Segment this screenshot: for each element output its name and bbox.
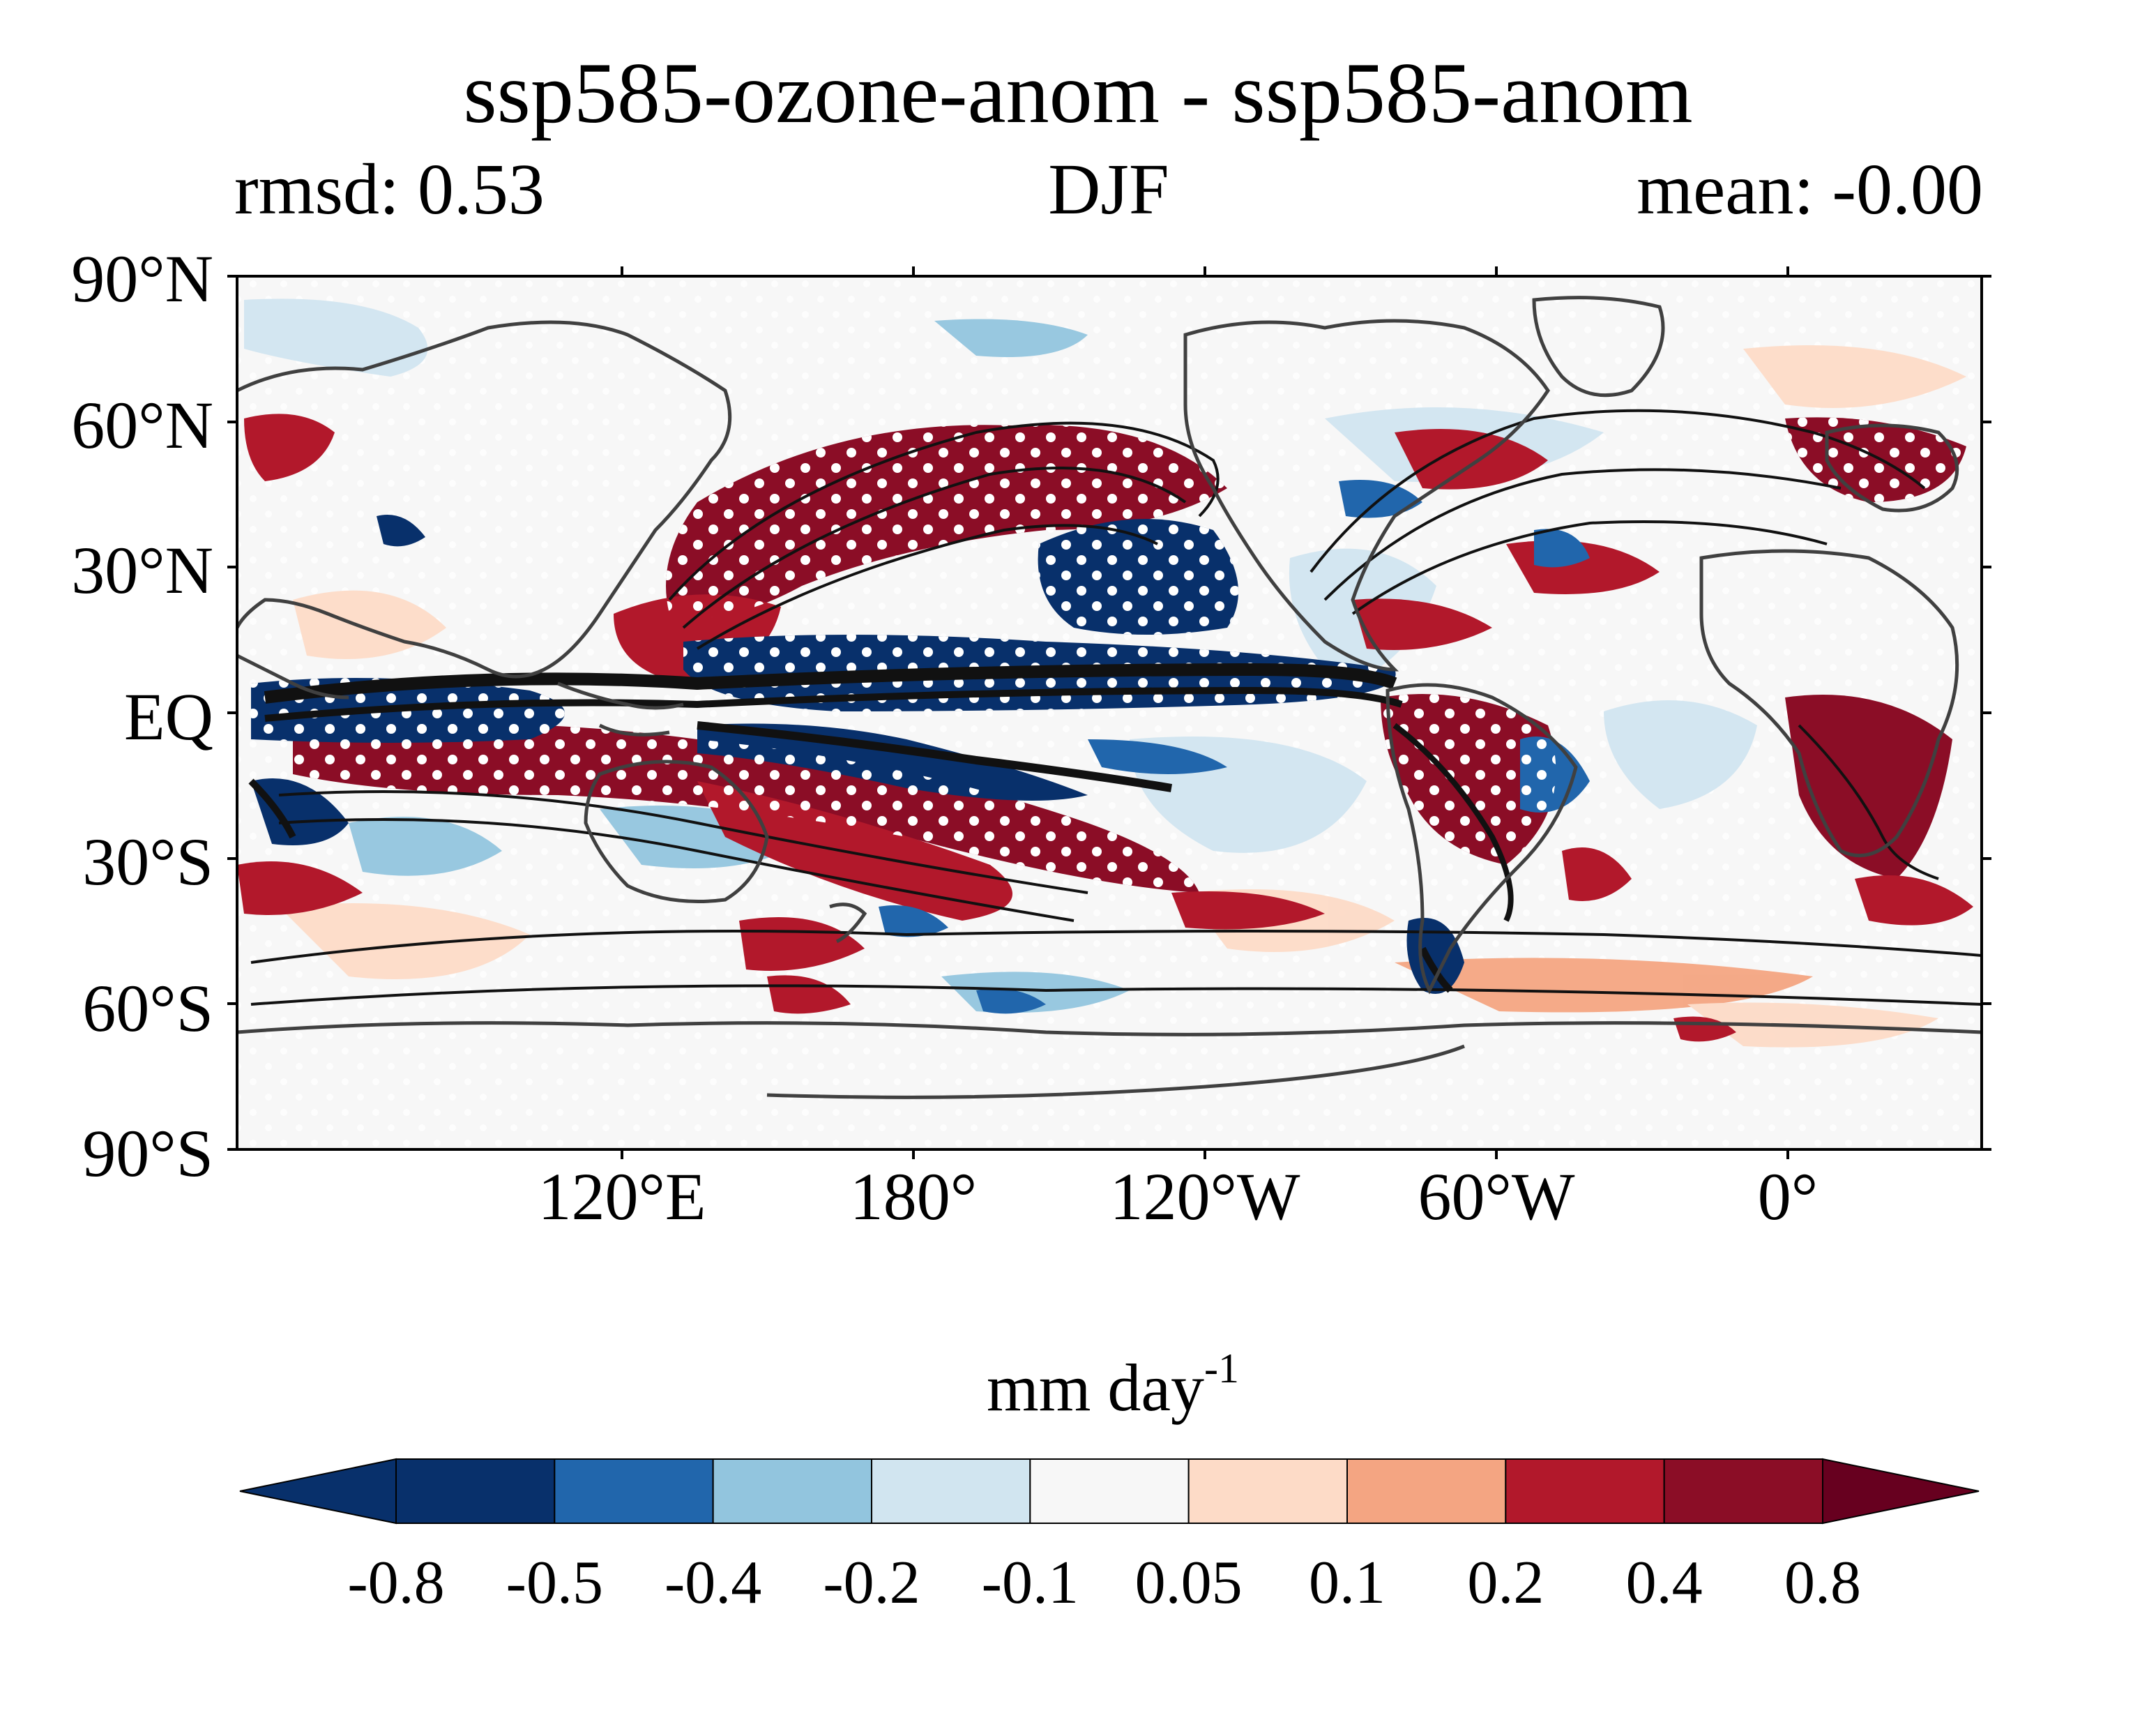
lon-label-120w: 120°W: [1109, 1159, 1300, 1234]
colorbar-segment: [554, 1458, 714, 1524]
lat-label-30s: 30°S: [82, 824, 213, 899]
colorbar-segment: [1505, 1458, 1665, 1524]
map-panel: [237, 276, 1982, 1149]
mean-label: mean: -0.00: [1637, 149, 1983, 229]
colorbar-units: mm day-1: [939, 1347, 1287, 1421]
colorbar: [239, 1458, 1980, 1525]
colorbar-segment: [1187, 1458, 1348, 1524]
colorbar-extend-low: [239, 1458, 397, 1525]
lon-label-60w: 60°W: [1418, 1159, 1575, 1234]
colorbar-tick-label: -0.8: [347, 1549, 445, 1617]
colorbar-tick-label: -0.5: [506, 1549, 603, 1617]
colorbar-segment: [1663, 1458, 1824, 1524]
colorbar-extend-high: [1822, 1458, 1980, 1525]
lon-ticks: [621, 266, 1789, 1159]
colorbar-segment: [871, 1458, 1031, 1524]
colorbar-tick-label: 0.8: [1784, 1549, 1861, 1617]
lat-ticks: [227, 275, 1991, 1151]
colorbar-tick-label: 0.4: [1625, 1549, 1703, 1617]
units-text: mm day: [987, 1350, 1204, 1425]
colorbar-segment: [1346, 1458, 1507, 1524]
colorbar-tick-label: 0.1: [1309, 1549, 1386, 1617]
climatology-contours: [248, 409, 1982, 1006]
colorbar-segment: [712, 1458, 873, 1524]
lat-label-60s: 60°S: [82, 971, 213, 1045]
colorbar-tick-label: -0.4: [665, 1549, 762, 1617]
lon-label-180: 180°: [849, 1159, 978, 1234]
lon-label-120e: 120°E: [538, 1159, 706, 1234]
lat-label-eq: EQ: [124, 679, 213, 754]
season-label: DJF: [1048, 149, 1169, 229]
colorbar-tick-label: -0.1: [981, 1549, 1079, 1617]
coastlines: [237, 296, 1982, 1099]
lat-label-60n: 60°N: [71, 388, 213, 462]
significance-stippling: [251, 417, 1966, 893]
lat-label-90n: 90°N: [71, 241, 213, 316]
colorbar-tick-label: 0.05: [1134, 1549, 1243, 1617]
lon-label-0: 0°: [1757, 1159, 1819, 1234]
colorbar-tick-label: 0.2: [1467, 1549, 1544, 1617]
lat-label-30n: 30°N: [71, 533, 213, 607]
plot-title: ssp585-ozone-anom - ssp585-anom: [463, 45, 1693, 141]
lat-label-90s: 90°S: [82, 1116, 213, 1191]
colorbar-tick-label: -0.2: [823, 1549, 920, 1617]
rmsd-label: rmsd: 0.53: [234, 149, 545, 229]
colorbar-segment: [1029, 1458, 1190, 1524]
units-exponent: -1: [1204, 1345, 1239, 1391]
colorbar-segment: [395, 1458, 556, 1524]
